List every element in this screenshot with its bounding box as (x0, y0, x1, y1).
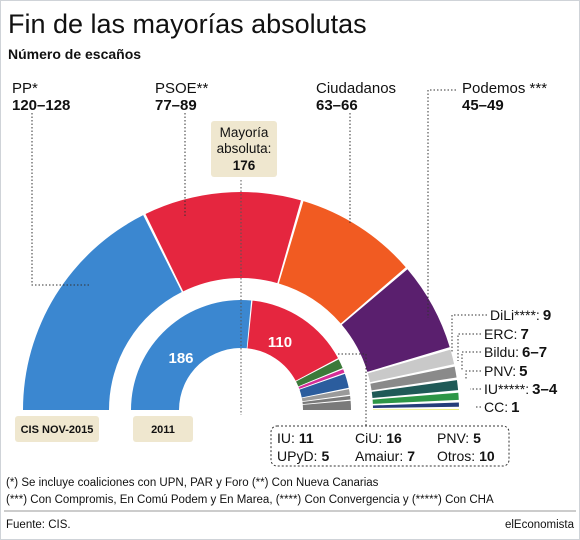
podemos-label: Podemos *** (462, 80, 547, 97)
pp-range: 120–128 (12, 97, 70, 114)
legend-2011-item: Amaiur: 7 (355, 448, 415, 464)
bildu-leader (461, 351, 481, 370)
arc-dili (367, 349, 455, 383)
arc-psoe (145, 192, 301, 292)
dili-leader (451, 314, 487, 352)
arc-bildu (371, 380, 459, 398)
legend-2011-item: IU: 11 (277, 430, 314, 446)
outer-badge (15, 416, 99, 442)
cc-label: CC: 1 (484, 399, 519, 416)
arc-podemos (341, 269, 450, 372)
legend-2011: IU: 11 CiU: 16 PNV: 5 UPyD: 5 Amaiur: 7 Otros: 10 (277, 430, 495, 464)
pnv-leader (465, 370, 481, 379)
majority-box (211, 121, 277, 177)
arc-iu (296, 359, 343, 387)
arc-cc (372, 409, 459, 410)
arc-pnv (372, 392, 459, 404)
arc-pnv (302, 395, 351, 405)
majority-label-1: Mayoría (220, 125, 269, 140)
arc-ciu (299, 373, 349, 398)
outer-badge-label: CIS NOV-2015 (21, 424, 94, 436)
legend-2011-item: PNV: 5 (437, 430, 481, 446)
dili-label: DiLi****: 9 (490, 307, 551, 324)
arc-otros (302, 400, 351, 410)
legend-2011-box (270, 425, 510, 467)
legend-2011-item: CiU: 16 (355, 430, 402, 446)
footnote-2: (***) Con Compromis, En Comú Podem y En … (6, 494, 494, 506)
arc-erc (370, 366, 457, 391)
cs-label: Ciudadanos (316, 80, 396, 97)
erc-leader (457, 333, 481, 361)
psoe-label: PSOE** (155, 80, 209, 97)
majority-value: 176 (233, 158, 256, 173)
inner-psoe-value: 110 (268, 334, 292, 351)
podemos-range: 45–49 (462, 97, 504, 114)
arc-amaiur (301, 389, 350, 402)
bildu-label: Bildu: 6–7 (484, 344, 547, 361)
arc-psoe (247, 300, 339, 381)
pp-leader (31, 113, 90, 286)
chart-title: Fin de las mayorías absolutas (8, 9, 367, 39)
cs-range: 63–66 (316, 97, 358, 114)
erc-label: ERC: 7 (484, 326, 529, 343)
inner-badge (133, 416, 193, 442)
legend-2011-item: Otros: 10 (437, 448, 495, 464)
pnv-label: PNV: 5 (484, 363, 528, 380)
chart-subtitle: Número de escaños (8, 46, 141, 62)
source-text: Fuente: CIS. (6, 519, 71, 531)
arc-upyd (298, 369, 345, 389)
pp-label: PP* (12, 80, 38, 97)
outer-ring-2015 (23, 192, 459, 410)
arc-iu (372, 402, 459, 409)
footnote-1: (*) Se incluye coaliciones con UPN, PAR … (6, 477, 379, 489)
inner-badge-label: 2011 (151, 424, 175, 436)
brand-text: elEconomista (505, 519, 575, 531)
psoe-range: 77–89 (155, 97, 197, 114)
legend-2011-leader (338, 353, 367, 426)
inner-ring-2011 (131, 300, 351, 410)
podemos-leader (427, 89, 456, 318)
majority-label-2: absoluta: (217, 141, 272, 156)
inner-pp-value: 186 (168, 350, 193, 367)
legend-2011-item: UPyD: 5 (277, 448, 329, 464)
arc-pp (23, 215, 182, 410)
arc-pp (131, 300, 252, 410)
iu-label: IU*****: 3–4 (484, 381, 558, 398)
arc-ciudadanos (278, 201, 406, 324)
